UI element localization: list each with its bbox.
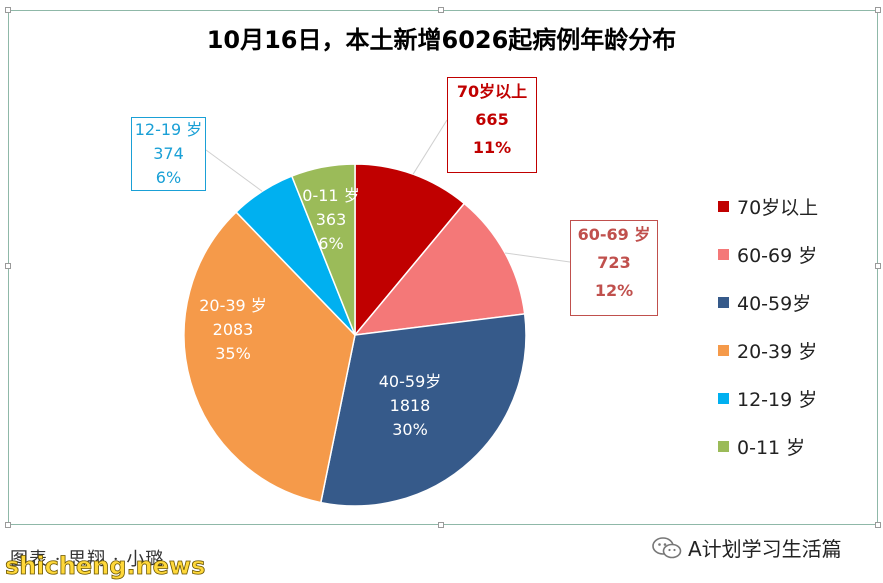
legend-label: 70岁以上 [737, 196, 819, 219]
slice-value: 723 [597, 253, 631, 272]
chart-title: 10月16日，本土新增6026起病例年龄分布 [206, 26, 677, 54]
legend-label: 20-39 岁 [737, 340, 818, 363]
slice-percent: 6% [155, 168, 182, 187]
resize-handle[interactable] [5, 263, 11, 269]
slice-value: 374 [153, 144, 184, 163]
slice-percent: 12% [594, 281, 634, 300]
data-label-40-59: 40-59岁 1818 30% [360, 370, 460, 442]
image-credit: 图表 · 思翔 · 小璐 [10, 549, 165, 570]
pie-slice [183, 210, 356, 504]
pie-slice [354, 163, 466, 338]
legend-swatch [718, 392, 729, 404]
site-watermark: shicheng.news [5, 552, 206, 581]
slice-label: 40-59岁 [378, 372, 442, 391]
legend: 70岁以上 60-69 岁 40-59岁 20-39 岁 12-19 岁 0-1… [718, 182, 818, 470]
wechat-account-mark: A计划学习生活篇 [652, 533, 842, 562]
legend-item: 70岁以上 [718, 182, 818, 230]
resize-handle[interactable] [875, 7, 881, 13]
slice-label: 70岁以上 [456, 82, 528, 101]
data-label-60-69: 60-69 岁 723 12% [570, 220, 658, 316]
legend-item: 12-19 岁 [718, 374, 818, 422]
leader-line [412, 119, 448, 175]
slice-value: 2083 [212, 320, 254, 339]
legend-label: 60-69 岁 [737, 244, 818, 267]
slice-value: 1818 [389, 396, 431, 415]
legend-label: 12-19 岁 [737, 388, 818, 411]
slice-percent: 30% [392, 420, 428, 439]
legend-label: 40-59岁 [737, 292, 812, 315]
legend-swatch [718, 200, 729, 212]
slice-label: 20-39 岁 [199, 296, 267, 315]
legend-item: 0-11 岁 [718, 422, 818, 470]
legend-item: 20-39 岁 [718, 326, 818, 374]
resize-handle[interactable] [875, 522, 881, 528]
slice-label: 0-11 岁 [302, 186, 360, 205]
slice-percent: 35% [215, 344, 251, 363]
pie-slice [353, 202, 526, 336]
leader-line [504, 252, 571, 263]
pie-slice [319, 313, 527, 507]
resize-handle[interactable] [5, 7, 11, 13]
data-label-0-11: 0-11 岁 363 6% [295, 184, 367, 256]
leader-line [205, 149, 263, 192]
slice-percent: 6% [318, 234, 344, 253]
data-label-70-plus: 70岁以上 665 11% [447, 77, 537, 173]
slice-label: 60-69 岁 [577, 225, 651, 244]
legend-swatch [718, 248, 729, 260]
resize-handle[interactable] [5, 522, 11, 528]
resize-handle[interactable] [438, 522, 444, 528]
resize-handle[interactable] [875, 263, 881, 269]
legend-swatch [718, 440, 729, 452]
legend-label: 0-11 岁 [737, 436, 806, 459]
pie-slice [290, 163, 356, 336]
wechat-account-name: A计划学习生活篇 [688, 537, 842, 561]
slice-percent: 11% [472, 138, 512, 157]
legend-item: 40-59岁 [718, 278, 818, 326]
wechat-icon [652, 536, 682, 558]
resize-handle[interactable] [438, 7, 444, 13]
slice-value: 665 [475, 110, 509, 129]
legend-swatch [718, 344, 729, 356]
slice-value: 363 [315, 210, 347, 229]
data-label-20-39: 20-39 岁 2083 35% [183, 294, 283, 366]
legend-swatch [718, 296, 729, 308]
legend-item: 60-69 岁 [718, 230, 818, 278]
slice-label: 12-19 岁 [134, 120, 203, 139]
data-label-12-19: 12-19 岁 374 6% [131, 117, 206, 191]
